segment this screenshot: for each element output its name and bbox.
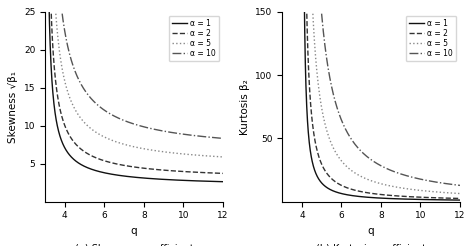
α = 10 (400, 173, 406, 176)
α = 1 (220, 180, 226, 183)
α = 2 (54, 86, 59, 89)
α = 2 (177, 170, 183, 173)
α = 10 (435, 181, 441, 184)
α = 10 (419, 178, 425, 181)
Line: α = 1: α = 1 (46, 0, 223, 182)
α = 2 (400, 195, 406, 198)
Legend: α = 1, α = 2, α = 5, α = 10: α = 1, α = 2, α = 5, α = 10 (169, 16, 219, 61)
α = 5 (155, 150, 161, 153)
α = 1 (150, 177, 156, 180)
α = 2 (220, 172, 226, 175)
α = 2 (146, 167, 151, 170)
α = 10 (146, 126, 151, 129)
X-axis label: q: q (131, 226, 137, 236)
Line: α = 5: α = 5 (46, 0, 223, 157)
α = 1 (309, 159, 315, 162)
α = 1 (54, 120, 59, 123)
α = 5 (435, 191, 441, 194)
Y-axis label: Kurtosis β₂: Kurtosis β₂ (240, 79, 250, 135)
α = 5 (220, 155, 226, 158)
X-axis label: q: q (368, 226, 374, 236)
Line: α = 2: α = 2 (302, 0, 460, 199)
α = 2 (419, 196, 425, 199)
Legend: α = 1, α = 2, α = 5, α = 10: α = 1, α = 2, α = 5, α = 10 (406, 16, 456, 61)
α = 1 (395, 197, 401, 200)
α = 2 (395, 195, 401, 198)
Text: (a) Skewness coefficient: (a) Skewness coefficient (74, 244, 193, 246)
Y-axis label: Skewness √β₁: Skewness √β₁ (9, 71, 18, 143)
α = 1 (435, 198, 441, 201)
α = 1 (177, 179, 183, 182)
α = 2 (309, 118, 315, 121)
α = 5 (391, 185, 397, 188)
Text: (b) Kurtosis coefficient: (b) Kurtosis coefficient (316, 244, 426, 246)
α = 5 (400, 187, 406, 190)
α = 1 (391, 197, 397, 200)
α = 5 (146, 148, 151, 151)
α = 5 (54, 20, 59, 23)
Line: α = 2: α = 2 (46, 0, 223, 173)
α = 2 (435, 196, 441, 199)
α = 10 (177, 132, 183, 135)
α = 10 (155, 129, 161, 132)
α = 10 (391, 170, 397, 173)
α = 2 (155, 168, 161, 171)
α = 1 (457, 199, 463, 201)
α = 5 (395, 186, 401, 189)
α = 5 (177, 152, 183, 155)
α = 10 (220, 137, 226, 140)
α = 1 (400, 198, 406, 200)
α = 10 (457, 184, 463, 187)
α = 5 (195, 154, 201, 157)
α = 5 (419, 189, 425, 192)
Line: α = 10: α = 10 (302, 0, 460, 185)
α = 2 (150, 168, 156, 171)
Line: α = 10: α = 10 (46, 0, 223, 138)
α = 1 (146, 177, 151, 180)
α = 10 (150, 128, 156, 131)
α = 10 (195, 135, 201, 138)
Line: α = 1: α = 1 (302, 0, 460, 200)
α = 5 (457, 192, 463, 195)
α = 10 (395, 171, 401, 174)
α = 1 (419, 198, 425, 201)
α = 1 (195, 180, 201, 183)
α = 2 (391, 194, 397, 197)
α = 1 (155, 178, 161, 181)
α = 2 (195, 171, 201, 174)
α = 2 (457, 197, 463, 200)
Line: α = 5: α = 5 (302, 0, 460, 194)
α = 5 (150, 149, 156, 152)
